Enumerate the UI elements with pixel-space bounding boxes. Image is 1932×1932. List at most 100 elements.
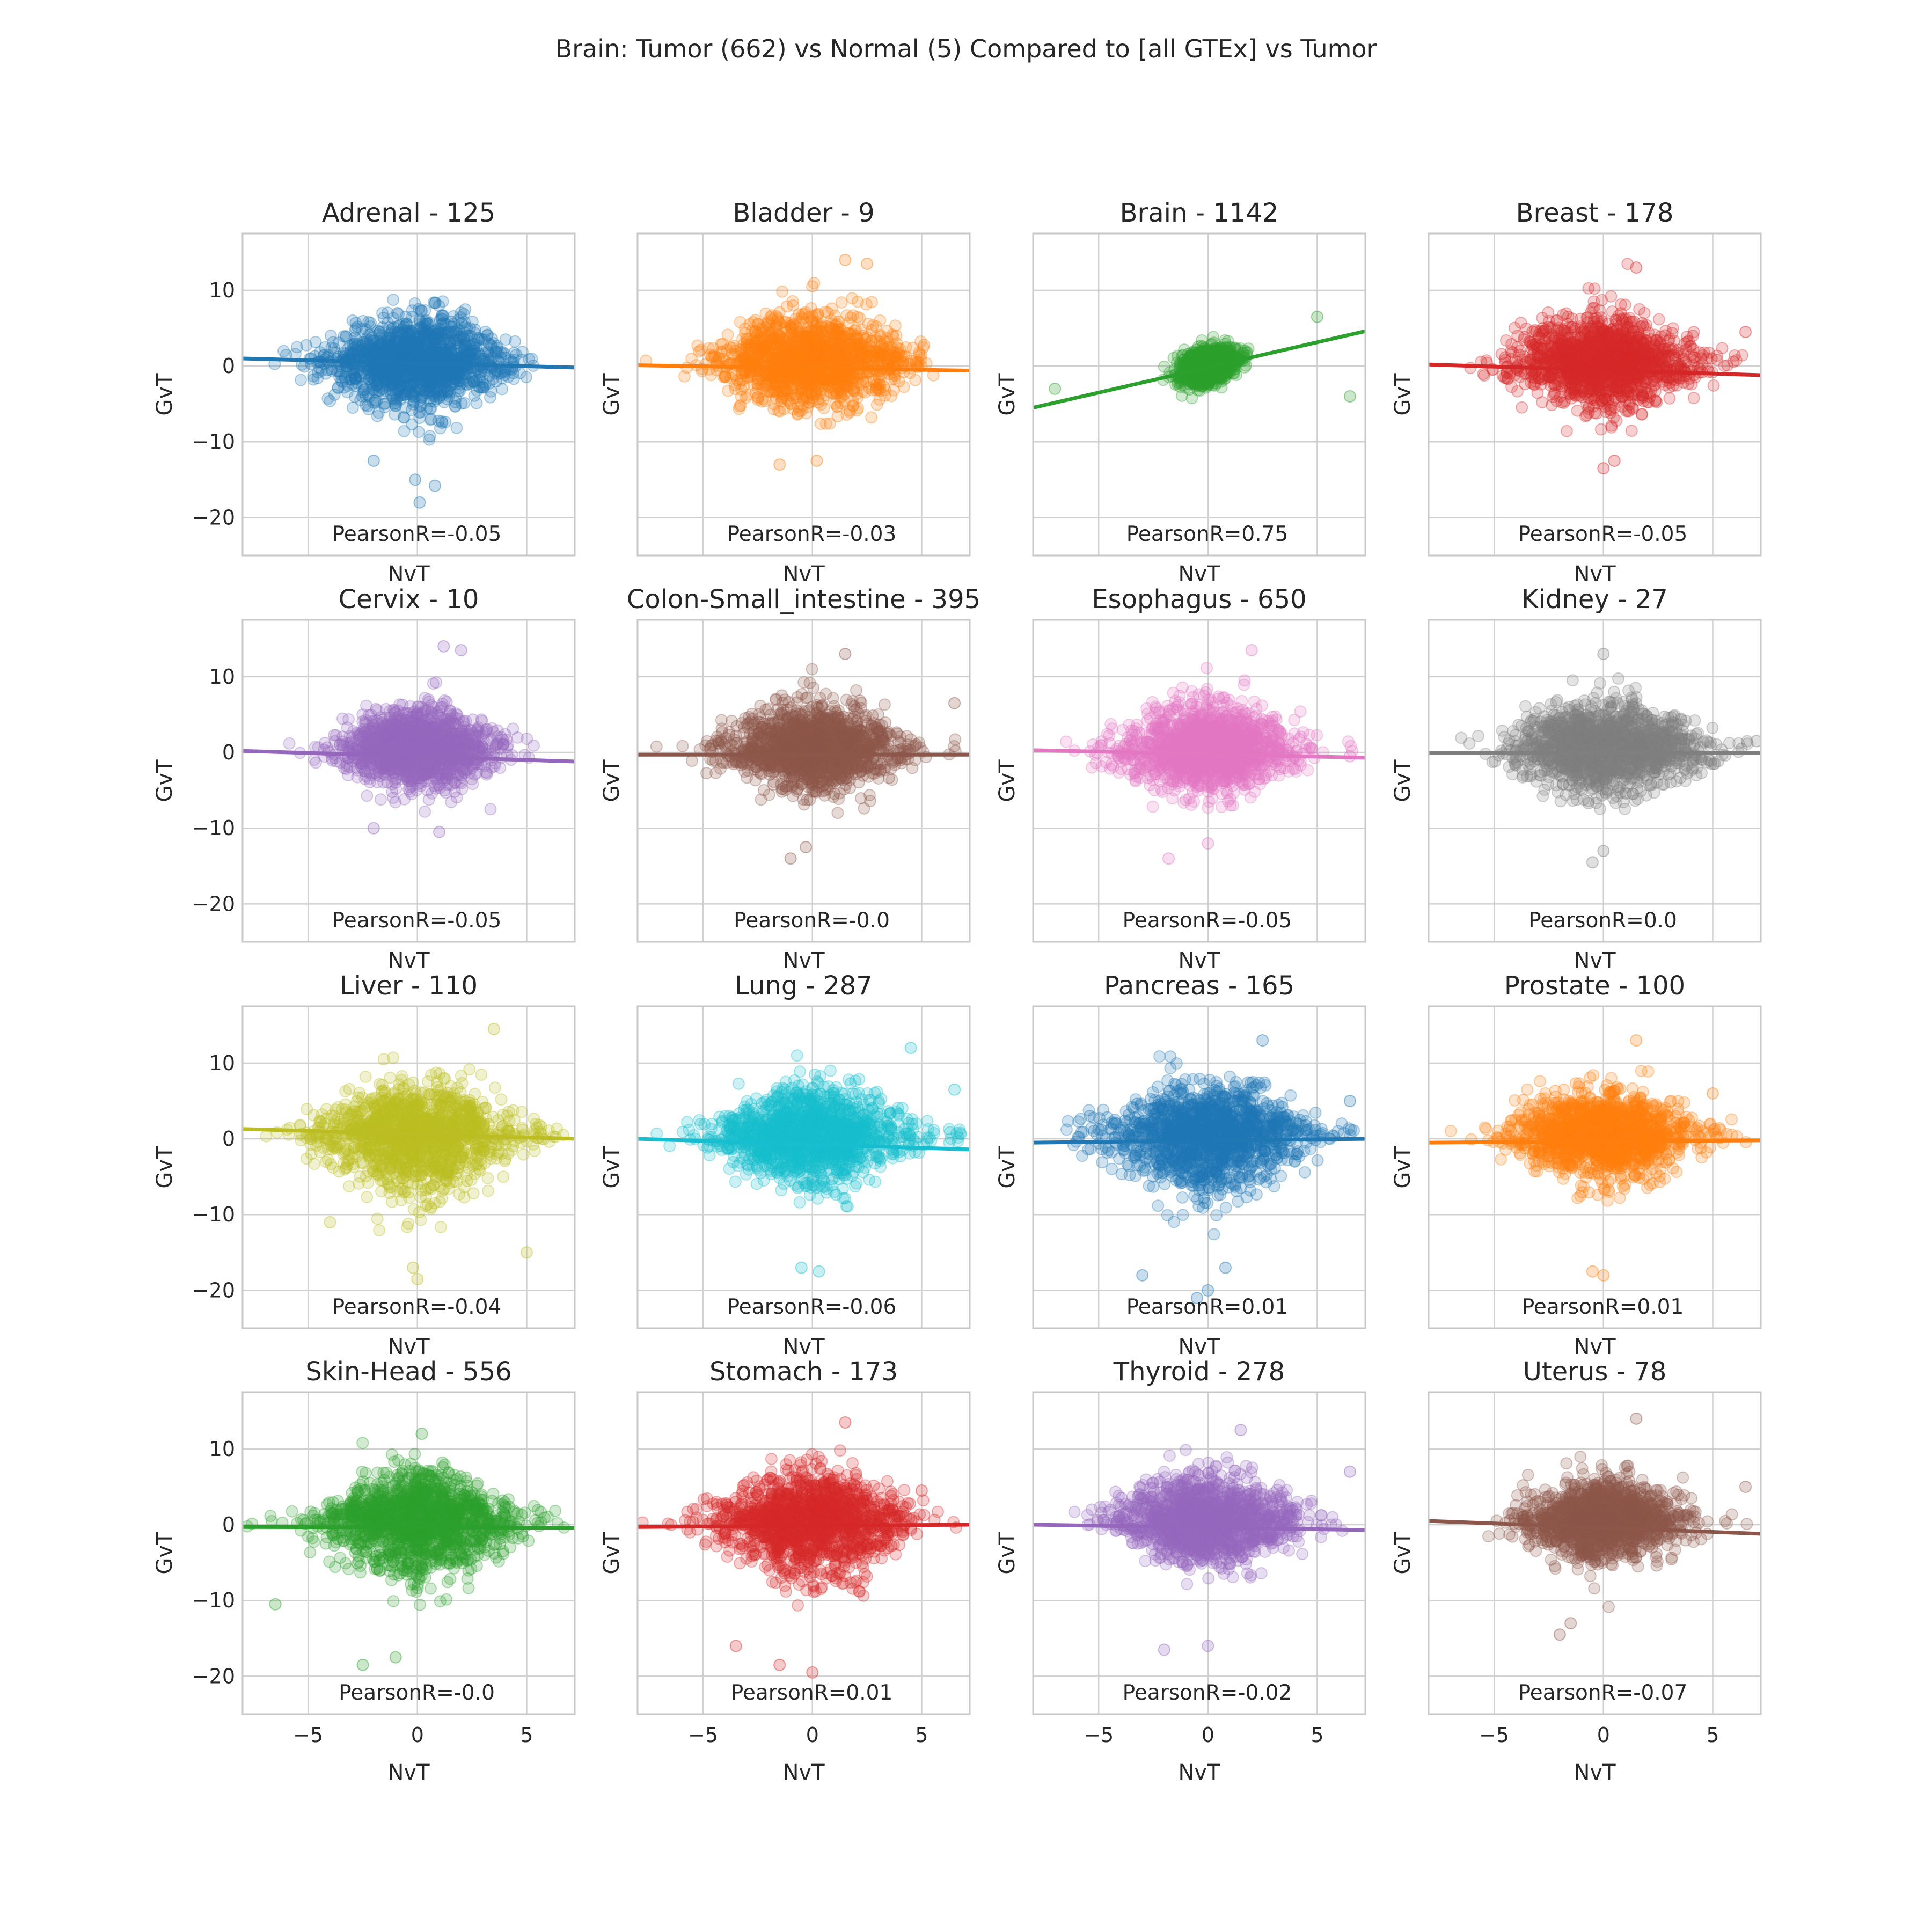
data-point [794, 328, 807, 341]
data-point [858, 345, 871, 357]
data-point [392, 366, 405, 379]
data-point [787, 330, 800, 343]
data-point [851, 340, 864, 353]
data-point [466, 371, 479, 384]
data-point [359, 399, 372, 411]
data-point [444, 368, 457, 381]
data-point [384, 369, 397, 382]
data-point [736, 333, 749, 346]
data-point [831, 326, 844, 339]
data-point [1205, 350, 1218, 363]
data-point [436, 367, 449, 379]
data-point [427, 390, 440, 402]
data-point [378, 364, 391, 377]
data-point [787, 351, 800, 364]
data-point [369, 367, 382, 380]
data-point [827, 387, 840, 400]
data-point [866, 350, 879, 363]
data-point [413, 313, 426, 326]
data-point [339, 371, 352, 384]
data-point [425, 365, 438, 378]
data-point [781, 383, 794, 396]
data-point [516, 346, 529, 358]
data-point [719, 370, 731, 383]
data-point [721, 343, 734, 356]
data-point [715, 345, 728, 358]
data-point [1214, 341, 1227, 354]
data-point [815, 371, 828, 384]
data-point [446, 367, 459, 379]
data-point [781, 376, 794, 389]
data-point [779, 369, 792, 382]
data-point [1478, 369, 1491, 382]
data-point [854, 378, 867, 391]
data-point [778, 402, 791, 415]
data-point [777, 350, 789, 363]
data-point [892, 350, 904, 363]
data-point [457, 340, 470, 353]
data-point [441, 369, 453, 382]
data-point [377, 366, 390, 379]
data-point [775, 376, 788, 389]
data-point [406, 310, 419, 323]
data-point [818, 330, 831, 342]
data-point [465, 330, 478, 343]
data-point [408, 369, 421, 382]
data-point [369, 347, 382, 359]
data-point [401, 326, 414, 339]
data-point [899, 341, 912, 354]
data-point [347, 366, 359, 378]
data-point [753, 347, 766, 360]
data-point [782, 371, 795, 384]
data-point [419, 319, 431, 332]
data-point [445, 320, 458, 333]
data-point [819, 372, 832, 385]
data-point [452, 375, 465, 388]
data-point [361, 388, 374, 401]
data-point [839, 379, 852, 392]
data-point [472, 339, 485, 352]
data-point [759, 307, 772, 320]
data-point [887, 330, 899, 343]
data-point [385, 389, 398, 402]
data-point [807, 377, 820, 390]
data-point [391, 376, 404, 389]
data-point [418, 348, 431, 361]
data-point [751, 382, 764, 395]
data-point [842, 338, 855, 351]
data-point [1185, 377, 1198, 390]
data-point [774, 349, 787, 362]
data-point [762, 336, 774, 349]
data-point [860, 375, 873, 388]
data-point [835, 330, 847, 342]
data-point [764, 351, 777, 364]
data-point [774, 371, 787, 384]
data-point [435, 365, 448, 378]
data-point [806, 373, 818, 386]
data-point [473, 370, 486, 383]
data-point [751, 328, 764, 341]
data-point [1191, 350, 1204, 363]
data-point [460, 322, 473, 335]
data-point [797, 377, 810, 390]
data-point [862, 382, 875, 394]
data-point [868, 346, 881, 358]
data-point [483, 349, 496, 362]
data-point [841, 384, 854, 397]
data-point [770, 318, 783, 331]
data-point [418, 331, 430, 344]
data-point [352, 347, 364, 360]
data-point [411, 340, 423, 353]
data-point [452, 375, 465, 387]
data-point [404, 348, 417, 361]
data-point [411, 346, 423, 358]
data-point [779, 320, 792, 333]
plot-frame [241, 232, 576, 557]
data-point [825, 352, 838, 364]
data-point [803, 371, 816, 384]
data-point [840, 373, 853, 386]
data-point [848, 332, 861, 345]
data-point [477, 381, 490, 393]
data-point [873, 352, 886, 364]
data-point [831, 324, 844, 337]
